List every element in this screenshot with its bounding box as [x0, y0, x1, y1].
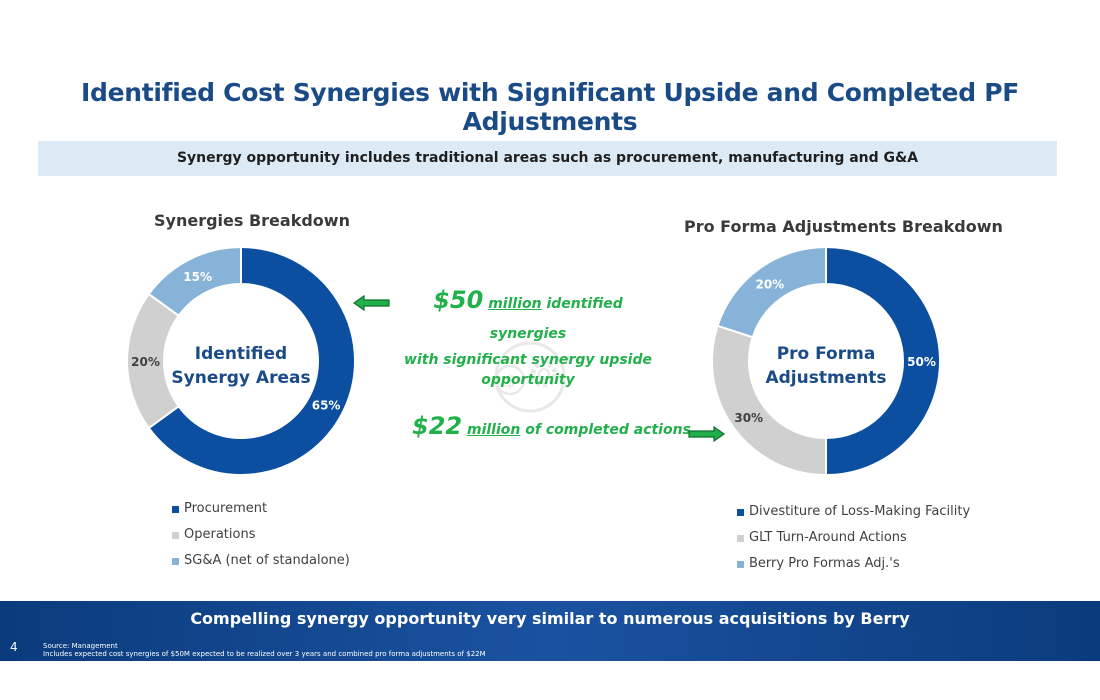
- legend-swatch-2: [737, 535, 744, 542]
- completed-amount: $22: [412, 412, 463, 440]
- synergies-donut-chart: 65% 20% 15% Identified Synergy Areas: [126, 245, 356, 476]
- right-arrow-icon: [688, 425, 726, 443]
- dollar-gear-icon: $: [494, 341, 566, 413]
- legend-label-1: Procurement: [184, 501, 268, 516]
- donut-slice-3: [147, 245, 242, 318]
- slice-label-3: 20%: [755, 278, 784, 292]
- slice-label-3: 15%: [183, 270, 212, 284]
- donut-center-label-1: Identified: [195, 344, 287, 364]
- legend-item-2: Operations: [172, 527, 350, 553]
- legend-label-2: Operations: [184, 527, 256, 542]
- donut-slice-1: [825, 245, 941, 477]
- completed-unit: million: [466, 422, 521, 438]
- synergies-unit: million: [488, 296, 542, 312]
- legend-swatch-3: [172, 558, 179, 565]
- slice-label-1: 65%: [312, 398, 341, 412]
- donut-center-label-1: Pro Forma: [777, 344, 876, 364]
- footnote-source: Source: Management: [43, 642, 118, 650]
- slice-label-2: 30%: [734, 411, 763, 425]
- donut-center-label-2: Adjustments: [765, 368, 886, 388]
- synergies-rest: identified synergies: [489, 296, 623, 342]
- donut-slice-1: [147, 245, 356, 476]
- donut-slice-2: [711, 324, 827, 477]
- synergies-amount: $50: [433, 286, 484, 314]
- bottom-banner: [0, 601, 1100, 661]
- donut-slice-3: [716, 245, 827, 339]
- page-number: 4: [10, 640, 18, 654]
- legend-item-1: Procurement: [172, 501, 350, 527]
- footnote-detail: Includes expected cost synergies of $50M…: [43, 650, 486, 658]
- footnotes: Source: Management Includes expected cos…: [43, 642, 486, 658]
- legend-label-1: Divestiture of Loss-Making Facility: [749, 504, 971, 519]
- bottom-banner-text: Compelling synergy opportunity very simi…: [190, 609, 910, 628]
- svg-text:$: $: [504, 371, 515, 392]
- completed-callout: $22 million of completed actions: [412, 412, 692, 440]
- left-arrow-icon: [352, 294, 390, 312]
- slice-label-1: 50%: [907, 355, 936, 369]
- page-title: Identified Cost Synergies with Significa…: [80, 78, 1020, 136]
- donut-center-label-2: Synergy Areas: [171, 368, 310, 388]
- synergies-chart-title: Synergies Breakdown: [154, 211, 350, 230]
- legend-item-1: Divestiture of Loss-Making Facility: [737, 504, 970, 530]
- legend-item-3: Berry Pro Formas Adj.'s: [737, 556, 970, 582]
- legend-swatch-2: [172, 532, 179, 539]
- legend-swatch-3: [737, 561, 744, 568]
- synergies-line2: with significant synergy upside: [404, 352, 652, 368]
- proforma-legend: Divestiture of Loss-Making Facility GLT T…: [737, 504, 970, 582]
- legend-label-3: Berry Pro Formas Adj.'s: [749, 556, 900, 571]
- slice-label-2: 20%: [131, 355, 160, 369]
- legend-swatch-1: [172, 506, 179, 513]
- legend-item-3: SG&A (net of standalone): [172, 553, 350, 579]
- completed-rest: of completed actions: [520, 422, 691, 438]
- proforma-chart-title: Pro Forma Adjustments Breakdown: [684, 217, 1003, 236]
- legend-label-2: GLT Turn-Around Actions: [749, 530, 907, 545]
- synergies-legend: Procurement Operations SG&A (net of standa…: [172, 501, 350, 579]
- legend-item-2: GLT Turn-Around Actions: [737, 530, 970, 556]
- legend-swatch-1: [737, 509, 744, 516]
- synergies-callout: $50 million identified synergies with si…: [393, 285, 663, 389]
- legend-label-3: SG&A (net of standalone): [184, 553, 350, 568]
- subtitle-bar: Synergy opportunity includes traditional…: [38, 141, 1057, 176]
- proforma-donut-chart: 50% 30% 20% Pro Forma Adjustments: [711, 245, 941, 477]
- synergies-line3: opportunity: [481, 372, 575, 388]
